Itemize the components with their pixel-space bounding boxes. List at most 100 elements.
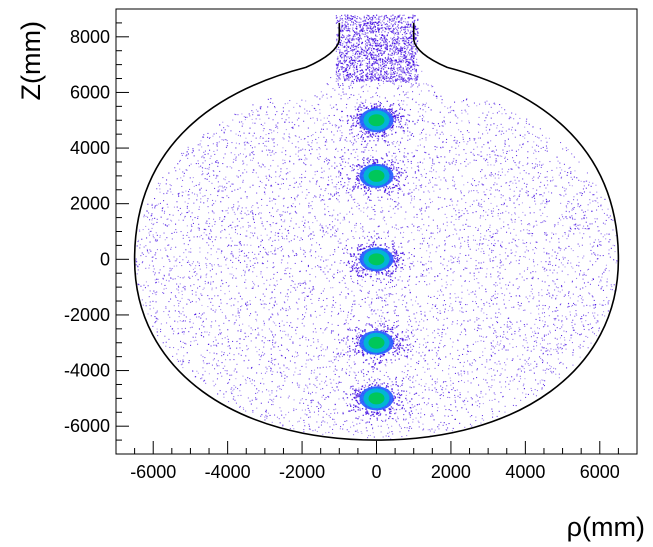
data-point	[210, 301, 212, 303]
data-point	[495, 345, 497, 347]
data-point	[466, 344, 468, 346]
data-point	[273, 138, 275, 140]
data-point	[422, 120, 424, 122]
data-point	[179, 168, 181, 170]
data-point	[594, 200, 596, 202]
data-point	[204, 357, 206, 359]
data-point	[318, 408, 320, 410]
data-point	[145, 255, 147, 257]
data-point	[268, 137, 270, 139]
data-point	[347, 314, 349, 316]
data-point	[589, 323, 591, 325]
data-point	[268, 117, 270, 119]
data-point	[360, 329, 362, 331]
data-point	[391, 381, 393, 383]
data-point	[591, 279, 593, 281]
data-point	[246, 308, 248, 310]
data-point	[448, 423, 450, 425]
data-point	[399, 141, 401, 143]
data-point	[182, 277, 184, 279]
data-point	[490, 117, 492, 119]
data-point	[230, 245, 232, 247]
data-point	[281, 414, 283, 416]
data-point	[391, 142, 393, 144]
data-point	[208, 180, 210, 182]
data-point	[288, 256, 290, 258]
data-point	[249, 237, 251, 239]
data-point	[466, 130, 468, 132]
data-point	[355, 374, 357, 376]
data-point	[565, 344, 567, 346]
data-point	[357, 335, 359, 337]
data-point	[305, 305, 307, 307]
data-point	[368, 149, 370, 151]
data-point	[598, 330, 600, 332]
data-point	[321, 305, 323, 307]
data-point	[372, 149, 374, 151]
data-point	[526, 229, 528, 231]
data-point	[340, 181, 342, 183]
data-point	[289, 338, 291, 340]
data-point	[512, 238, 514, 240]
data-point	[372, 432, 374, 434]
data-point	[432, 186, 434, 188]
data-point	[521, 276, 523, 278]
data-point	[314, 429, 316, 431]
data-point	[242, 269, 244, 271]
data-point	[478, 116, 480, 118]
data-point	[484, 176, 486, 178]
data-point	[468, 131, 470, 133]
data-point	[348, 87, 350, 89]
data-point	[357, 137, 359, 139]
data-point	[533, 372, 535, 374]
data-point	[557, 223, 559, 225]
data-point	[486, 124, 488, 126]
data-point	[256, 258, 258, 260]
data-point	[304, 163, 306, 165]
data-point	[504, 145, 506, 147]
data-point	[415, 329, 417, 331]
data-point	[433, 163, 435, 165]
data-point	[467, 236, 469, 238]
data-point	[486, 154, 488, 156]
data-point	[289, 225, 291, 227]
data-point	[401, 371, 403, 373]
data-point	[146, 250, 148, 252]
data-point	[322, 229, 324, 231]
data-point	[373, 310, 375, 312]
data-point	[503, 299, 505, 301]
data-point	[421, 243, 423, 245]
data-point	[415, 417, 417, 419]
data-point	[296, 352, 298, 354]
data-point	[403, 132, 405, 134]
data-point	[433, 94, 435, 96]
data-point	[309, 251, 311, 253]
data-point	[345, 343, 347, 345]
data-point	[273, 198, 275, 200]
data-point	[573, 207, 575, 209]
data-point	[269, 176, 271, 178]
data-point	[218, 365, 220, 367]
data-point	[456, 140, 458, 142]
data-point	[306, 110, 308, 112]
data-point	[300, 185, 302, 187]
data-point	[400, 232, 402, 234]
data-point	[382, 306, 384, 308]
data-point	[462, 136, 464, 138]
data-point	[549, 161, 551, 163]
data-point	[396, 266, 398, 268]
data-point	[314, 385, 316, 387]
data-point	[308, 391, 310, 393]
data-point	[559, 328, 561, 330]
data-point	[233, 323, 235, 325]
data-point	[248, 252, 250, 254]
data-point	[425, 102, 427, 104]
data-point	[573, 199, 575, 201]
data-point	[271, 185, 273, 187]
data-point	[304, 112, 306, 114]
data-point	[432, 85, 434, 87]
data-point	[402, 236, 404, 238]
data-point	[273, 153, 275, 155]
data-point	[518, 330, 520, 332]
data-point	[552, 176, 554, 178]
